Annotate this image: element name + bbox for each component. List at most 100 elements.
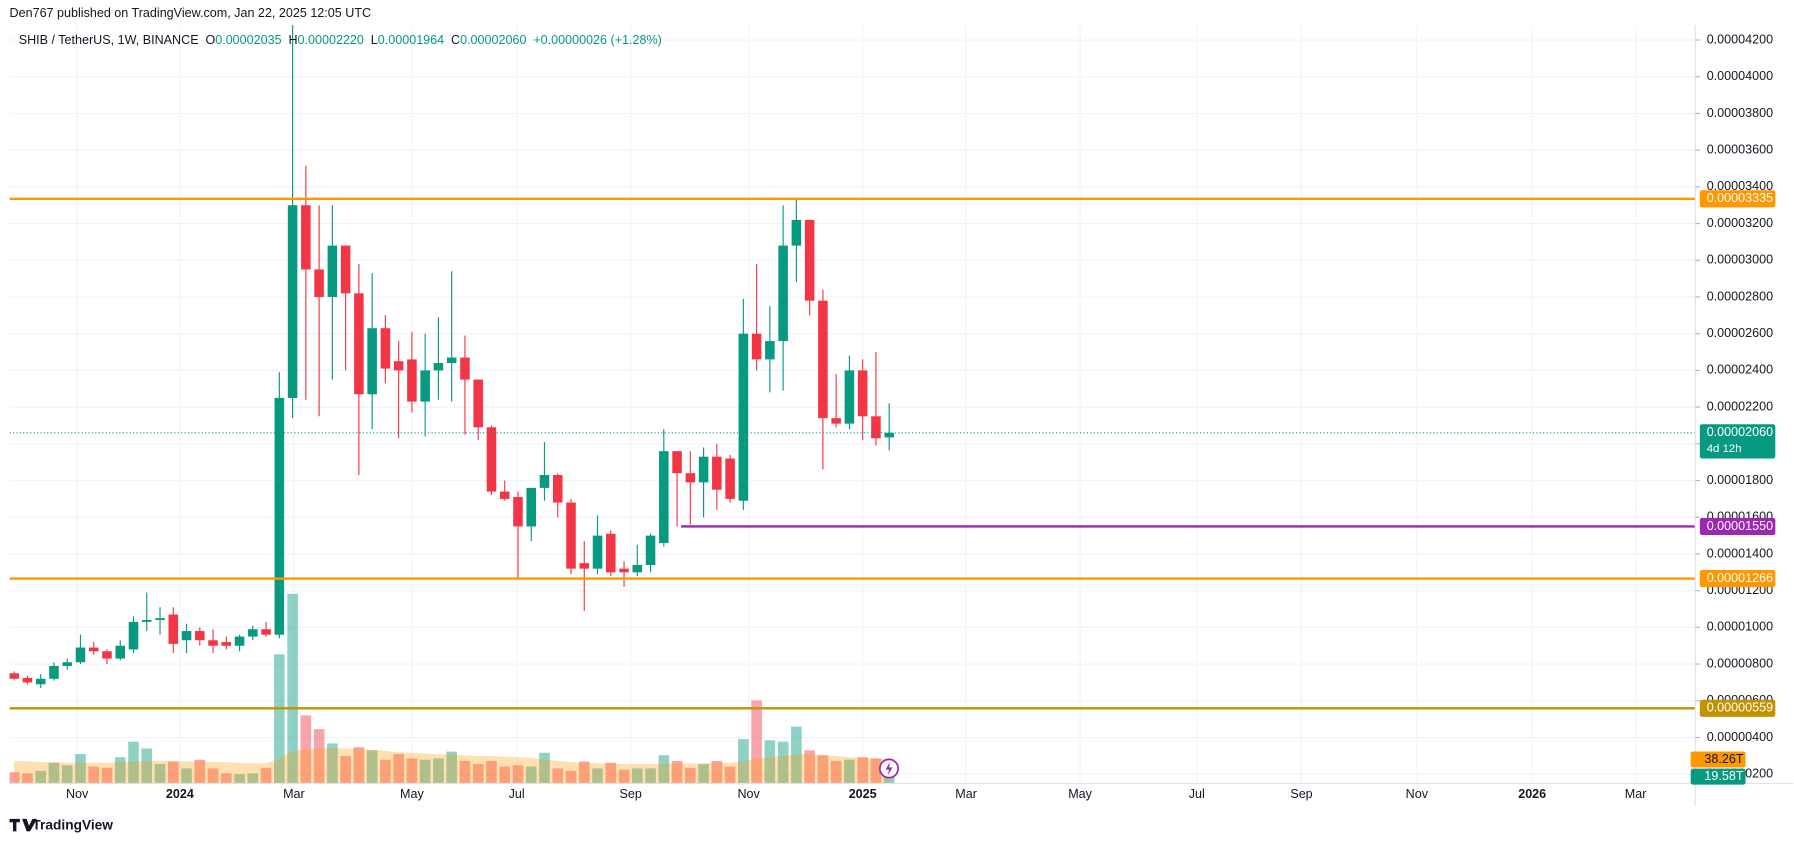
candle-body <box>62 662 72 666</box>
volume-bar <box>340 755 351 784</box>
countdown-label: 4d 12h <box>1707 443 1742 455</box>
candle-body <box>526 487 537 527</box>
candle-body <box>818 300 828 419</box>
volume-bar <box>75 754 86 784</box>
candle-body <box>592 535 603 569</box>
candle-body <box>831 418 841 424</box>
x-tick-label: 2024 <box>166 787 194 801</box>
y-tick-label: 0.00001000 <box>1707 620 1773 634</box>
volume-bar <box>844 759 855 784</box>
footer: TradingView <box>9 817 113 832</box>
candle-body <box>208 640 218 646</box>
candle-body <box>75 647 86 663</box>
volume-bar <box>685 767 696 784</box>
level-label: 0.00003335 <box>1707 191 1773 205</box>
candle-body <box>552 475 563 503</box>
candle-body <box>632 564 643 573</box>
candle-body <box>195 631 205 641</box>
candle-body <box>274 397 285 635</box>
y-tick-label: 0.00003200 <box>1707 216 1773 230</box>
candle-body <box>804 219 815 301</box>
x-tick-label: Mar <box>283 787 305 801</box>
logo <box>9 818 37 832</box>
candle-body <box>844 370 855 424</box>
volume-bar <box>857 757 868 784</box>
volume-bar <box>618 769 630 784</box>
y-tick-label: 0.00004000 <box>1707 69 1773 83</box>
volume-bar <box>366 750 378 784</box>
candle-body <box>301 205 311 270</box>
volume-bar <box>446 751 457 784</box>
volume-bar <box>101 767 113 784</box>
y-tick-label: 0.00002800 <box>1707 289 1773 303</box>
volume-bar <box>88 766 100 784</box>
candle-body <box>141 620 152 622</box>
candle-body <box>354 293 364 395</box>
x-tick-label: May <box>1068 787 1092 801</box>
candle-body <box>261 629 271 635</box>
volume-bar <box>274 654 285 784</box>
candle-body <box>473 379 483 428</box>
candle-body <box>765 341 775 360</box>
y-tick-label: 0.00000400 <box>1707 730 1773 744</box>
candle-body <box>433 363 444 371</box>
candle-body <box>698 456 709 483</box>
candle-body <box>712 456 722 490</box>
candle-body <box>857 370 868 417</box>
volume-bar <box>791 726 802 784</box>
y-tick-label: 0.00004200 <box>1707 32 1773 46</box>
volume-bar <box>565 770 577 784</box>
candle-body <box>645 535 656 565</box>
x-tick-label: Nov <box>737 787 760 801</box>
y-tick-label: 0.00002600 <box>1707 326 1773 340</box>
candle-body <box>791 219 802 246</box>
candle-body <box>367 328 377 395</box>
legend-key: L <box>371 33 378 47</box>
volume-bar <box>9 772 20 784</box>
volume-bar <box>35 770 47 784</box>
y-tick-label: 0.00001400 <box>1707 546 1773 560</box>
x-tick-label: Nov <box>1406 787 1429 801</box>
legend: SHIB / TetherUS, 1W, BINANCE O0.00002035 H… <box>19 33 662 47</box>
volume-bar <box>393 754 404 784</box>
y-tick-label: 0.00003800 <box>1707 106 1773 120</box>
volume-ma-label: 38.26T <box>1704 752 1743 766</box>
volume-bar <box>512 765 524 784</box>
volume-bar <box>433 758 444 784</box>
volume-bar <box>698 764 709 784</box>
y-tick-label: 0.00002200 <box>1707 399 1773 413</box>
volume-bar <box>605 762 617 784</box>
volume-bar <box>419 759 431 784</box>
candle-body <box>499 491 510 499</box>
candle-body <box>513 497 523 527</box>
volume-bar <box>313 729 325 784</box>
volume-bar <box>658 755 670 784</box>
volume-bar <box>870 758 882 784</box>
volume-ma-area <box>14 747 890 784</box>
candle-body <box>420 370 430 402</box>
volume-bar <box>525 766 537 784</box>
candle-body <box>619 568 629 573</box>
y-tick-label: 0.00003000 <box>1707 253 1773 267</box>
candle-body <box>672 451 682 474</box>
volume-bar <box>260 767 272 784</box>
x-tick-label: Nov <box>66 787 89 801</box>
y-tick-label: 0.00001800 <box>1707 473 1773 487</box>
x-tick-label: Mar <box>1625 787 1647 801</box>
legend-value: 0.00002220 <box>298 33 364 47</box>
candle-body <box>778 245 788 342</box>
candle-body <box>327 245 338 297</box>
legend-change: +0.00000026 (+1.28%) <box>533 33 662 47</box>
candle-body <box>751 333 762 360</box>
level-label: 0.00001550 <box>1707 519 1773 533</box>
volume-bar <box>194 759 206 784</box>
level-label: 0.00000559 <box>1707 701 1773 715</box>
candle-body <box>871 416 881 439</box>
volume-bar <box>207 768 219 784</box>
candle-body <box>606 533 616 573</box>
candle-body <box>446 357 457 364</box>
x-tick-label: Jul <box>1189 787 1205 801</box>
volume-label-bg <box>1690 768 1746 785</box>
volume-bar <box>830 760 842 784</box>
